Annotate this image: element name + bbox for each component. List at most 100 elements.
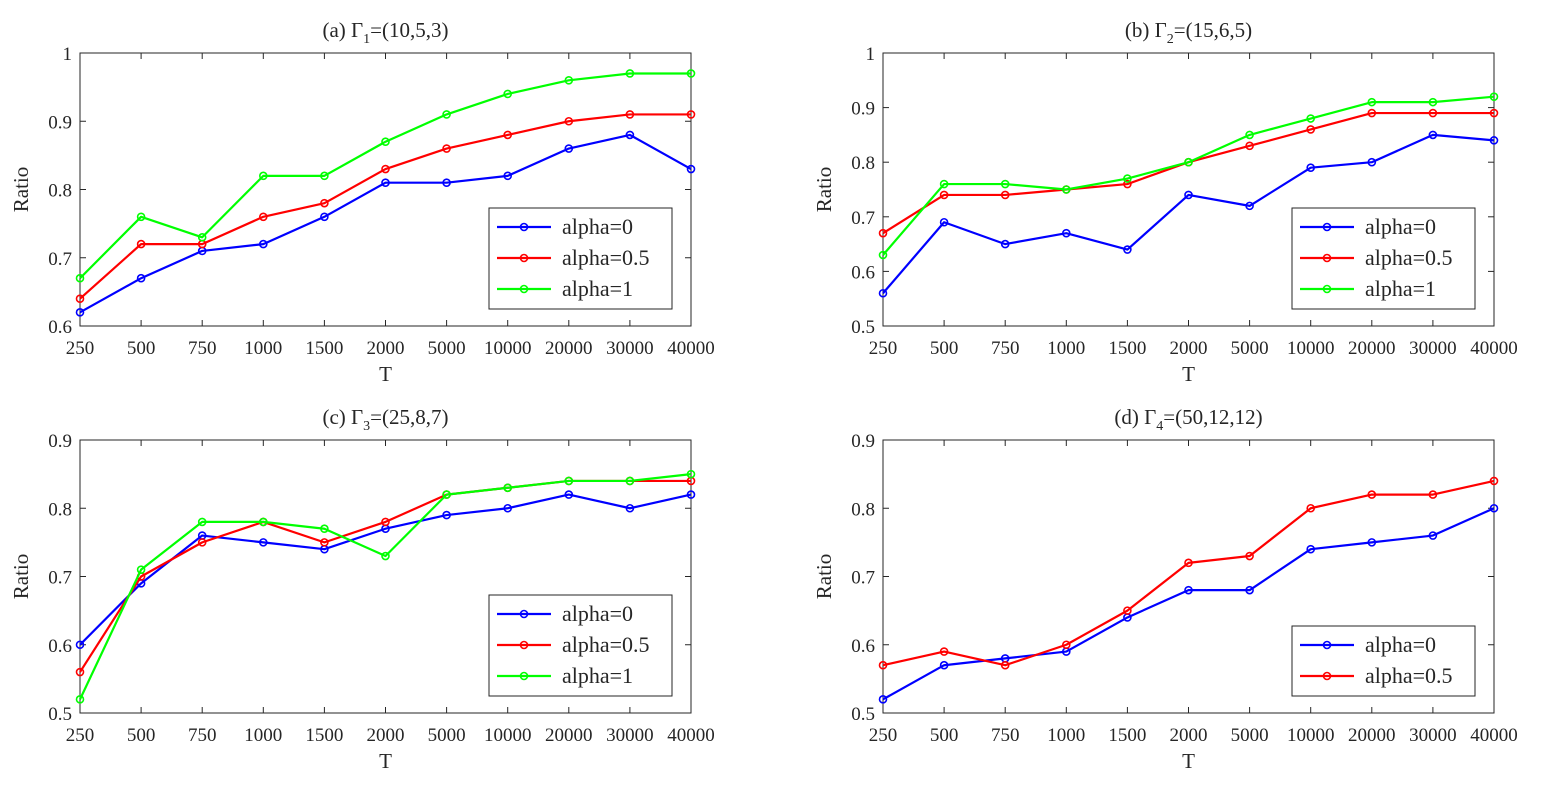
y-tick-label: 0.7 bbox=[48, 568, 72, 589]
data-point bbox=[1245, 130, 1254, 140]
data-point bbox=[1123, 606, 1132, 615]
title-prefix: (b) Γ bbox=[1125, 18, 1167, 42]
y-tick-label: 0.7 bbox=[48, 249, 72, 270]
data-point bbox=[75, 640, 85, 650]
chart-title: (a) Γ1=(10,5,3) bbox=[322, 18, 448, 47]
data-point bbox=[1489, 108, 1499, 118]
series-line bbox=[882, 95, 1495, 256]
y-tick-label: 0.9 bbox=[48, 112, 72, 133]
data-point bbox=[258, 538, 268, 547]
data-point bbox=[136, 565, 146, 574]
y-tick-label: 0.6 bbox=[48, 636, 72, 657]
data-point bbox=[197, 232, 207, 242]
data-point bbox=[75, 294, 85, 304]
y-tick-label: 0.8 bbox=[48, 499, 72, 520]
data-point bbox=[136, 212, 146, 222]
chart-panel-d: 250 500 750 1000 1500 2000 5000 10000 20000 30000… bbox=[812, 405, 1518, 773]
x-tick-label: 250 bbox=[869, 338, 898, 359]
data-point bbox=[1000, 660, 1010, 670]
x-tick-label: 10000 bbox=[1287, 725, 1335, 746]
data-point bbox=[1367, 538, 1377, 547]
data-point bbox=[1184, 585, 1193, 595]
x-tick-label: 1000 bbox=[1047, 338, 1085, 359]
x-tick-label: 20000 bbox=[1348, 338, 1396, 359]
data-point bbox=[1428, 108, 1438, 118]
data-point bbox=[1428, 130, 1438, 140]
data-point bbox=[939, 660, 949, 670]
data-point bbox=[442, 510, 451, 520]
x-tick-label: 2000 bbox=[1170, 725, 1208, 746]
x-tick-label: 250 bbox=[66, 338, 95, 359]
data-point bbox=[686, 69, 696, 78]
legend-swatch-marker bbox=[519, 671, 529, 681]
data-point bbox=[442, 110, 451, 119]
data-point bbox=[625, 503, 635, 513]
legend-label: alpha=0 bbox=[562, 601, 633, 626]
data-point bbox=[197, 538, 207, 547]
series-alpha=1 bbox=[75, 469, 696, 704]
data-point bbox=[1428, 490, 1438, 499]
data-point bbox=[1306, 163, 1315, 172]
y-tick-label: 0.5 bbox=[851, 317, 875, 338]
y-tick-label: 1 bbox=[63, 44, 73, 65]
chart-title: (c) Γ3=(25,8,7) bbox=[322, 405, 448, 434]
data-point bbox=[258, 171, 268, 181]
data-point bbox=[1062, 185, 1071, 194]
x-tick-label: 750 bbox=[991, 338, 1020, 359]
data-point bbox=[686, 469, 696, 479]
x-tick-label: 10000 bbox=[484, 338, 532, 359]
x-tick-label: 20000 bbox=[1348, 725, 1396, 746]
x-tick-label: 40000 bbox=[1470, 338, 1518, 359]
data-point bbox=[564, 116, 574, 126]
data-point bbox=[1306, 544, 1315, 554]
title-suffix: =(15,6,5) bbox=[1174, 18, 1252, 42]
y-tick-label: 0.7 bbox=[851, 568, 875, 589]
data-point bbox=[136, 273, 146, 283]
legend-label: alpha=1 bbox=[1365, 276, 1436, 301]
data-point bbox=[1306, 125, 1315, 134]
series-line bbox=[79, 113, 691, 300]
title-subscript: 4 bbox=[1156, 419, 1163, 434]
title-prefix: (a) Γ bbox=[322, 18, 363, 42]
data-point bbox=[1428, 97, 1438, 107]
data-point bbox=[503, 171, 513, 181]
x-tick-label: 1500 bbox=[1108, 338, 1146, 359]
data-point bbox=[1245, 201, 1254, 211]
x-tick-label: 30000 bbox=[1409, 338, 1457, 359]
legend-swatch-marker bbox=[1322, 222, 1332, 232]
y-axis-label: Ratio bbox=[9, 167, 33, 213]
data-point bbox=[1245, 551, 1254, 561]
legend-label: alpha=0.5 bbox=[562, 245, 650, 270]
x-tick-label: 40000 bbox=[667, 725, 715, 746]
data-point bbox=[1489, 92, 1499, 101]
y-tick-label: 0.8 bbox=[48, 181, 72, 202]
data-point bbox=[1000, 239, 1010, 249]
x-tick-label: 40000 bbox=[667, 338, 715, 359]
legend: alpha=0 alpha=0.5 bbox=[1291, 625, 1476, 697]
data-point bbox=[1245, 141, 1254, 151]
data-point bbox=[625, 476, 635, 486]
y-tick-label: 0.6 bbox=[851, 636, 875, 657]
data-point bbox=[878, 695, 888, 704]
data-point bbox=[258, 517, 268, 527]
chart-panel-b: 250 500 750 1000 1500 2000 5000 10000 20000 30000… bbox=[812, 18, 1518, 386]
legend-label: alpha=1 bbox=[562, 276, 633, 301]
y-tick-label: 0.6 bbox=[48, 317, 72, 338]
data-point bbox=[1123, 179, 1132, 189]
legend-swatch-marker bbox=[519, 253, 529, 263]
x-tick-label: 1500 bbox=[305, 338, 343, 359]
x-tick-label: 1000 bbox=[244, 725, 282, 746]
series-alpha=1 bbox=[878, 92, 1499, 260]
x-tick-label: 2000 bbox=[1170, 338, 1208, 359]
data-point bbox=[939, 647, 949, 656]
data-point bbox=[939, 217, 949, 227]
title-suffix: =(10,5,3) bbox=[370, 18, 448, 42]
data-point bbox=[320, 538, 329, 547]
data-point bbox=[320, 171, 329, 181]
title-prefix: (c) Γ bbox=[322, 405, 363, 429]
data-point bbox=[258, 212, 268, 222]
y-tick-label: 1 bbox=[866, 44, 876, 65]
y-tick-label: 0.8 bbox=[851, 153, 875, 174]
title-prefix: (d) Γ bbox=[1114, 405, 1156, 429]
